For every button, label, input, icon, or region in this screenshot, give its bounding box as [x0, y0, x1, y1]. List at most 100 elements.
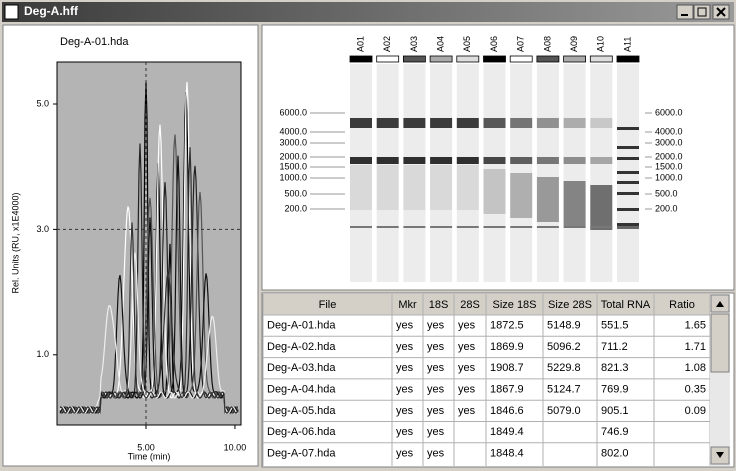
table-cell: 5229.8 [547, 362, 581, 374]
lane-label: A01 [355, 36, 365, 52]
ladder-band [617, 208, 639, 211]
ladder-label-right: 200.0 [655, 203, 678, 213]
lane-header [616, 55, 640, 63]
y-axis-label: Rel. Units (RU, x1E4000) [10, 192, 20, 293]
marker-band [403, 226, 426, 228]
ladder-band [617, 223, 639, 226]
band-18s [536, 157, 559, 164]
band-28s [536, 118, 559, 128]
ladder-label-right: 2000.0 [655, 151, 683, 161]
smear [376, 165, 399, 210]
ladder-label-right: 1500.0 [655, 161, 683, 171]
x-tick-label: 10.00 [224, 442, 247, 452]
marker-band [483, 226, 506, 228]
column-header: Mkr [398, 299, 417, 311]
scroll-up-glyph [716, 301, 724, 307]
table-cell: 1.65 [685, 320, 706, 332]
lane-header [563, 55, 586, 63]
band-28s [376, 118, 399, 128]
ladder-band [617, 146, 639, 149]
table-cell: yes [458, 405, 476, 417]
table-cell: yes [396, 405, 414, 417]
minimize-button[interactable] [676, 4, 694, 20]
column-header: Size 18S [492, 299, 536, 311]
ladder-band [617, 171, 639, 174]
lane-label: A11 [622, 37, 632, 52]
maximize-button[interactable] [693, 4, 711, 20]
column-header: Ratio [669, 299, 695, 311]
scroll-down-glyph [716, 452, 724, 458]
lane-label: A06 [489, 36, 499, 52]
column-header: Size 28S [548, 299, 592, 311]
table-cell: 5148.9 [547, 320, 581, 332]
table-cell: 1846.6 [490, 405, 524, 417]
table-cell: 551.5 [601, 320, 629, 332]
smear [456, 165, 479, 210]
marker-band [590, 226, 613, 228]
lane-header [456, 55, 480, 63]
table-cell: yes [427, 341, 445, 353]
table-cell: yes [396, 341, 414, 353]
ladder-label-left: 4000.0 [279, 126, 307, 136]
ladder-label-right: 3000.0 [655, 137, 683, 147]
table-cell: Deg-A-06.hda [267, 426, 336, 438]
lane-label: A04 [435, 36, 445, 52]
smear [350, 165, 372, 210]
x-axis-label: Time (min) [128, 451, 171, 461]
table-cell: Deg-A-01.hda [267, 320, 336, 332]
lane-label: A10 [596, 36, 606, 52]
lane-header [402, 55, 426, 63]
table-cell: yes [396, 320, 414, 332]
table-cell: 1849.4 [490, 426, 524, 438]
table-cell: yes [427, 447, 445, 459]
maximize-glyph [697, 7, 707, 17]
lane-header [429, 55, 453, 63]
column-header: Total RNA [601, 299, 651, 311]
band-18s [403, 157, 426, 164]
table-cell: 5096.2 [547, 341, 581, 353]
trace [59, 134, 239, 414]
table-cell: Deg-A-02.hda [267, 341, 336, 353]
marker-band [563, 226, 586, 228]
table-cell: yes [458, 341, 476, 353]
table-cell: yes [396, 383, 414, 395]
table-cell: yes [396, 426, 414, 438]
band-28s [430, 118, 453, 128]
window-title: Deg-A.hff [24, 4, 79, 18]
band-18s [430, 157, 453, 164]
table-cell: yes [427, 383, 445, 395]
y-tick-label: 1.0 [36, 349, 49, 359]
table-cell: 769.9 [601, 383, 629, 395]
gel-image: A01 A02 A03 A04 A05 A06 A07 A08 A09 A10 A11 6000.0 6… [279, 36, 683, 282]
band-28s [456, 118, 479, 128]
table-cell: 802.0 [601, 447, 629, 459]
table-cell: 1869.9 [490, 341, 524, 353]
table-cell: 1908.7 [490, 362, 524, 374]
traces [59, 81, 239, 415]
table-cell: 0.09 [685, 405, 706, 417]
band-18s [510, 157, 533, 164]
column-header: 18S [429, 299, 449, 311]
scroll-thumb[interactable] [710, 313, 730, 373]
table-cell: yes [458, 383, 476, 395]
table-cell: Deg-A-05.hda [267, 405, 336, 417]
lane-label: A05 [462, 36, 472, 52]
marker-band [430, 226, 453, 228]
marker-band [376, 226, 399, 228]
table-cell: 1867.9 [490, 383, 524, 395]
y-tick-label: 3.0 [36, 224, 49, 234]
column-header: 28S [460, 299, 480, 311]
table-cell: 1.08 [685, 362, 706, 374]
lane-header [509, 55, 533, 63]
trace [59, 252, 239, 414]
band-18s [456, 157, 479, 164]
ladder-label-left: 3000.0 [279, 137, 307, 147]
lane-label: A03 [409, 36, 419, 52]
band-18s [483, 157, 506, 164]
x-tick-label: 5.00 [137, 442, 155, 452]
table-cell: 1872.5 [490, 320, 524, 332]
ladder-label-right: 1000.0 [655, 172, 683, 182]
smear [483, 169, 506, 214]
lane-label: A08 [542, 36, 552, 52]
